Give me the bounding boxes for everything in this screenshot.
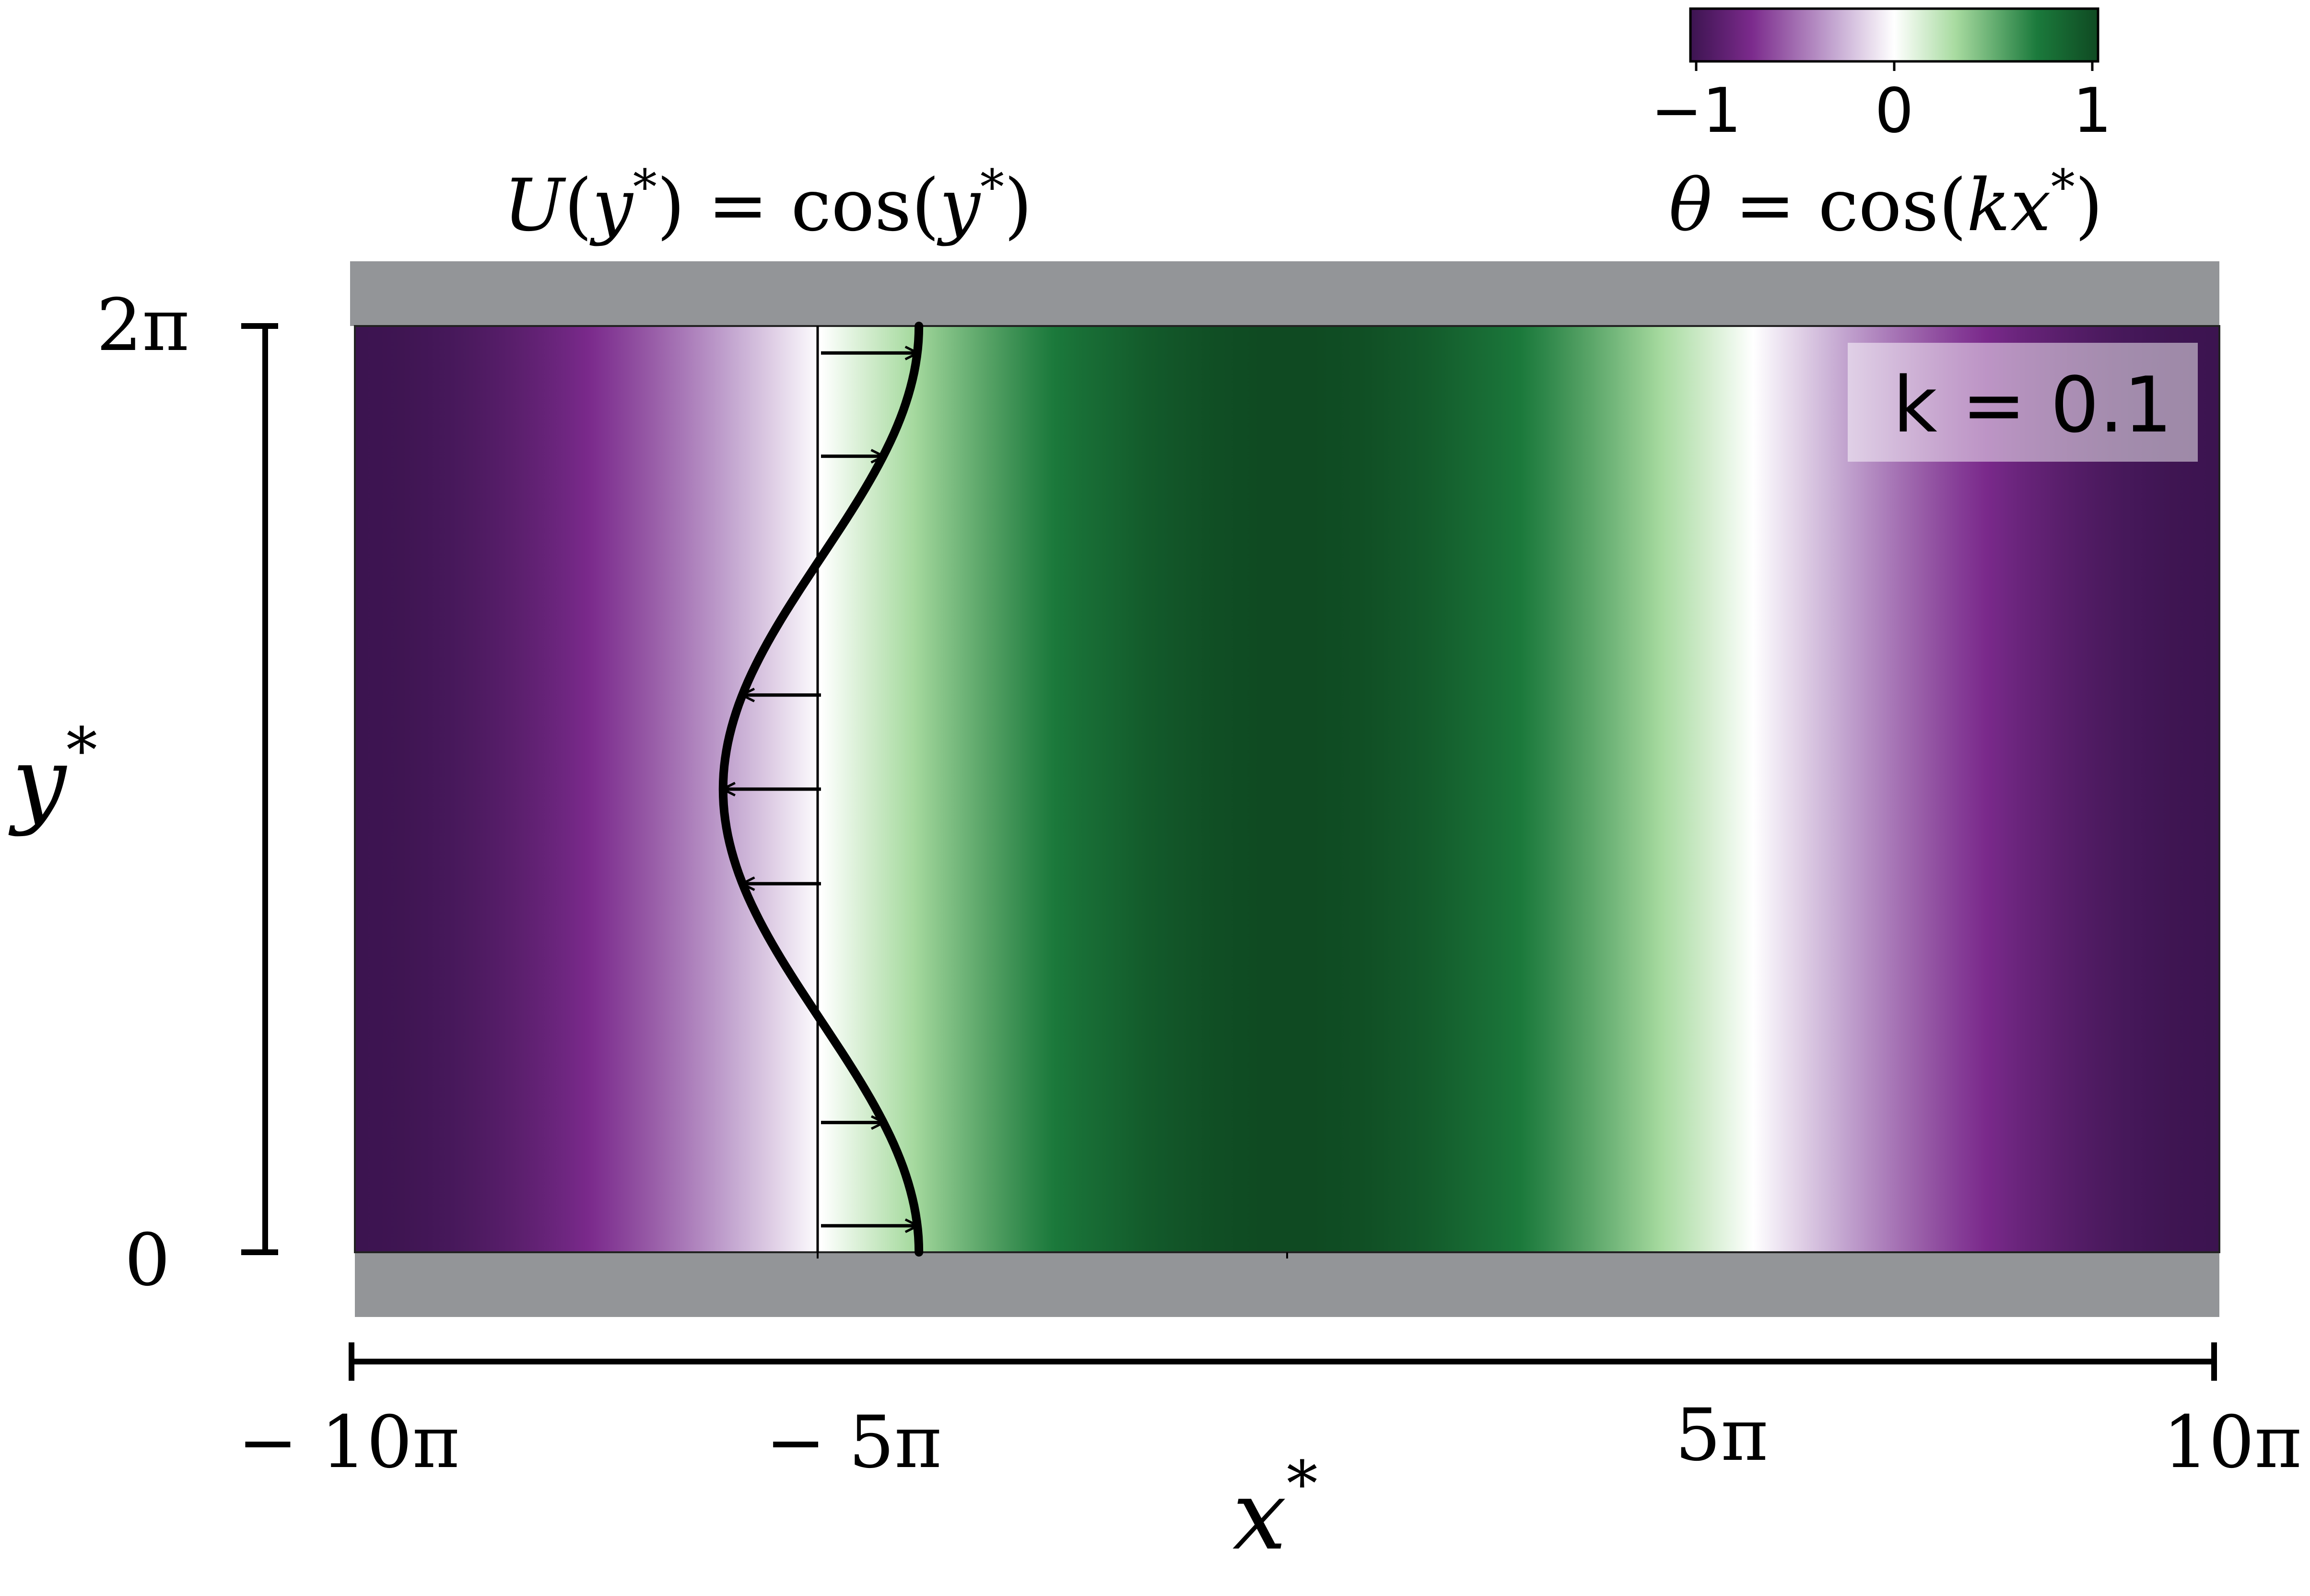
bottom-wall: [355, 1252, 2219, 1317]
profile-title-U: U: [504, 164, 566, 247]
x-tick-5pi: 5π: [1675, 1394, 1768, 1477]
colorbar-tick-zero: 0: [1875, 75, 1913, 147]
y-axis-label: y*: [8, 714, 97, 838]
profile-curve: [718, 322, 924, 1257]
y-axis: 2π 0 y*: [8, 284, 278, 1302]
top-wall: [350, 261, 2219, 326]
velocity-profile: [718, 322, 924, 1257]
colorbar-tick-max: 1: [2073, 75, 2111, 147]
profile-arrows: [723, 353, 917, 1225]
colorbar: −1 0 1: [1651, 7, 2112, 147]
x-tick-minus-10pi: − 10π: [238, 1401, 460, 1484]
x-axis-label: x*: [1232, 1447, 1318, 1572]
y-tick-top: 2π: [96, 284, 189, 367]
k-label-background: [1848, 343, 2198, 462]
k-label-box: k = 0.1: [1848, 343, 2198, 462]
temperature-field: [354, 325, 2220, 1253]
x-tick-minus-5pi: − 5π: [765, 1401, 941, 1484]
theta-label: θ = cos(kx*): [1669, 159, 2103, 247]
k-label-text: k = 0.1: [1893, 360, 2172, 450]
x-tick-10pi: 10π: [2163, 1401, 2301, 1484]
x-axis: − 10π − 5π 5π 10π x*: [238, 1342, 2302, 1572]
colorbar-tick-min: −1: [1651, 75, 1742, 147]
y-tick-bottom: 0: [125, 1219, 170, 1302]
profile-title: U(y*) = cos(y*): [504, 159, 1032, 247]
colorbar-bar: [1689, 7, 2099, 63]
